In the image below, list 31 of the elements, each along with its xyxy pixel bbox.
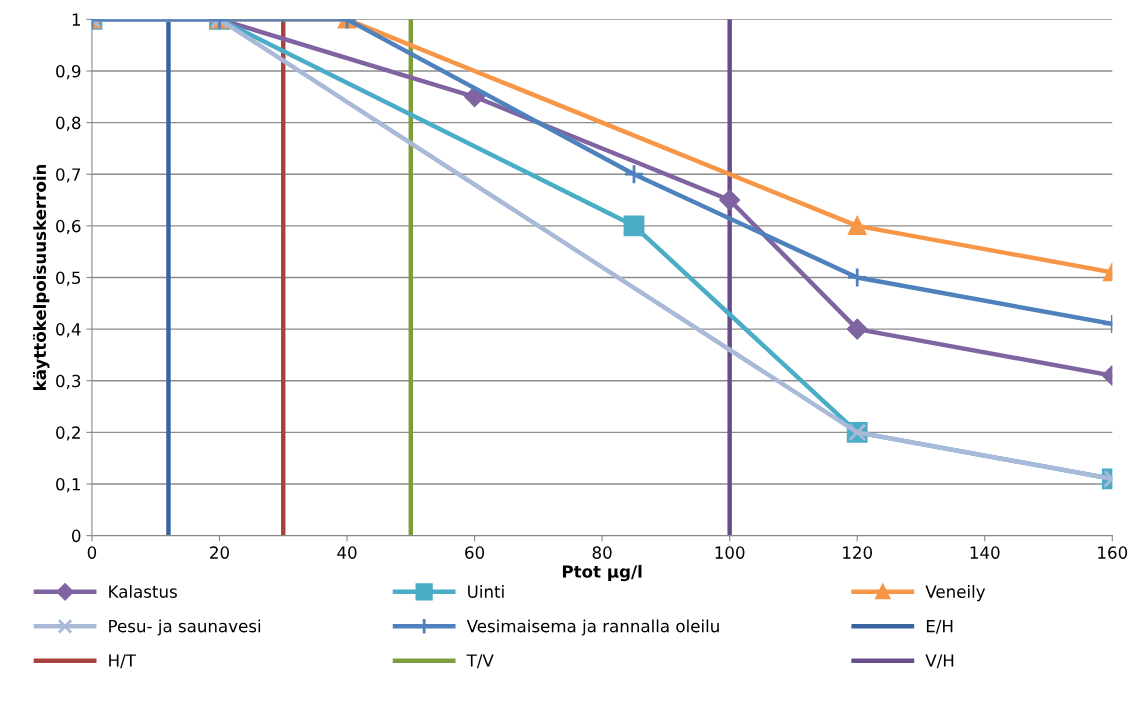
x-tick-label: 20 <box>210 546 229 559</box>
y-tick-label: 0,5 <box>56 271 81 286</box>
legend-label: Kalastus <box>109 585 177 598</box>
x-tick-label: 0 <box>87 546 97 559</box>
y-tick-label: 0,1 <box>56 477 80 493</box>
y-tick-label: 0,6 <box>56 219 81 235</box>
y-tick-label: 0 <box>72 529 81 543</box>
x-tick-label: 100 <box>715 546 745 559</box>
legend-label: E/H <box>926 619 953 634</box>
x-tick-label: 60 <box>465 546 485 559</box>
y-tick-label: 0,8 <box>56 116 81 131</box>
legend-label: H/T <box>109 654 136 669</box>
legend-label: T/V <box>466 654 494 669</box>
x-tick-label: 140 <box>970 546 1000 559</box>
y-tick-label: 0,4 <box>56 323 81 338</box>
x-axis-title: Ptot µg/l <box>562 564 642 582</box>
x-tick-label: 80 <box>592 546 612 559</box>
x-tick-label: 40 <box>337 546 357 559</box>
legend-label: Veneily <box>925 585 986 602</box>
y-tick-label: 0,2 <box>56 426 80 441</box>
x-tick-label: 160 <box>1098 546 1128 559</box>
x-tick-label: 120 <box>843 546 873 559</box>
legend-label: V/H <box>925 654 954 669</box>
legend-label: Pesu- ja saunavesi <box>109 619 261 636</box>
legend-label: Uinti <box>468 585 504 598</box>
y-tick-label: 0,7 <box>56 168 81 183</box>
y-tick-label: 0,9 <box>56 64 81 80</box>
y-tick-label: 0,3 <box>56 374 81 389</box>
y-tick-label: 1 <box>72 13 80 26</box>
legend-label: Vesimaisema ja rannalla oleilu <box>466 619 719 636</box>
y-axis-title: käyttökelpoisuuskerroin <box>32 164 50 390</box>
